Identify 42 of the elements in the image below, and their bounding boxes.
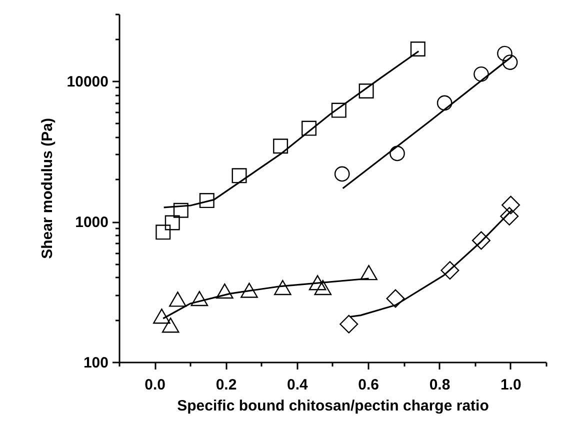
x-axis-title: Specific bound chitosan/pectin charge ratio <box>177 398 489 414</box>
point <box>386 289 405 308</box>
point <box>474 66 489 82</box>
point <box>440 261 460 280</box>
point <box>390 146 405 162</box>
point <box>169 292 186 307</box>
x-tick-label: 0.0 <box>144 376 166 394</box>
point <box>156 224 171 240</box>
point <box>162 318 180 333</box>
y-tick-label: 1000 <box>75 214 108 232</box>
point <box>153 308 170 324</box>
y-tick-label: 10000 <box>66 74 108 91</box>
point <box>340 314 358 334</box>
point <box>334 166 350 182</box>
point <box>410 42 426 57</box>
point <box>274 280 292 296</box>
point <box>358 84 374 99</box>
point <box>199 193 214 208</box>
x-tick-label: 1.0 <box>500 376 522 394</box>
y-tick-label: 100 <box>83 354 108 372</box>
point <box>232 168 247 184</box>
point <box>308 275 326 290</box>
x-tick-label: 0.8 <box>429 376 450 394</box>
x-tick-label: 0.4 <box>286 376 308 394</box>
point <box>472 231 490 250</box>
point <box>302 120 317 136</box>
point <box>502 196 520 214</box>
x-tick-label: 0.6 <box>358 376 380 394</box>
point <box>436 95 452 111</box>
point <box>500 206 519 226</box>
x-tick-label: 0.2 <box>216 376 237 394</box>
point <box>240 282 258 298</box>
point <box>164 215 180 230</box>
point <box>216 283 234 299</box>
y-axis-title: Shear modulus (Pa) <box>38 118 56 259</box>
point <box>314 280 332 296</box>
point <box>190 290 208 306</box>
point <box>360 265 378 280</box>
point <box>173 202 188 218</box>
point <box>331 102 346 118</box>
point <box>502 54 518 70</box>
point <box>273 138 288 154</box>
